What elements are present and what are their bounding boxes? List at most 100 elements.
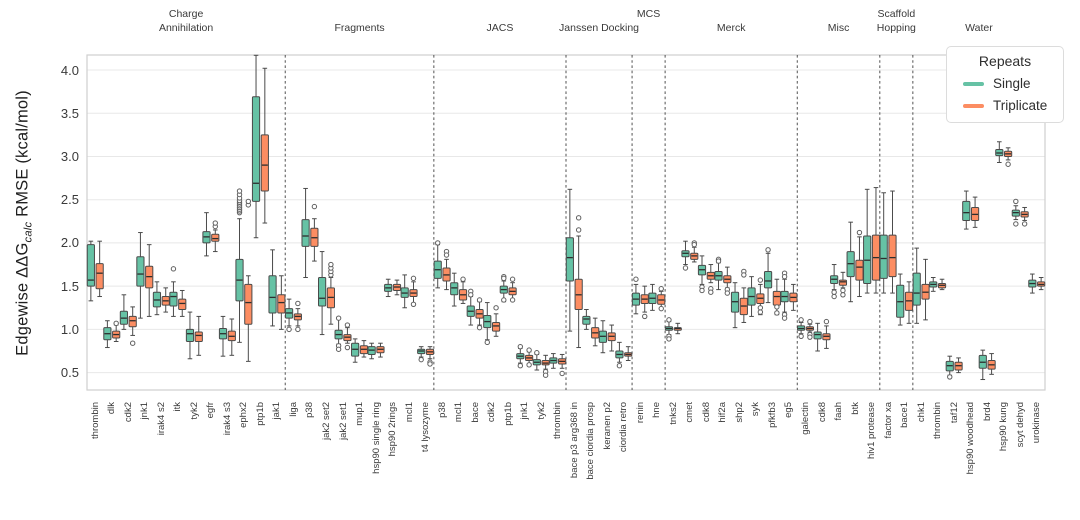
x-tick-label-text: chk1 xyxy=(915,402,927,423)
x-tick-label-text: dlk xyxy=(106,402,118,415)
y-tick-label: 1.5 xyxy=(60,278,79,294)
x-tick-label-text: eg5 xyxy=(783,402,795,418)
outlier-point xyxy=(542,372,549,378)
outlier-point xyxy=(807,318,813,325)
outlier-point xyxy=(410,275,417,282)
x-tick-label-text: ptp1b xyxy=(502,402,514,426)
x-tick-label-text: irak4 s3 xyxy=(221,402,233,436)
outlier-point xyxy=(517,343,524,350)
group-header-janssen-docking: Janssen Docking xyxy=(559,22,640,34)
outlier-point xyxy=(575,227,582,233)
outlier-point xyxy=(509,297,516,303)
outlier-point xyxy=(666,336,672,342)
legend-label-single: Single xyxy=(993,76,1031,91)
x-tick-label-text: hif2a xyxy=(717,402,729,423)
x-tick-label-text: thrombin xyxy=(932,402,944,439)
x-tick-label-text: galectin xyxy=(800,402,811,435)
outlier-point xyxy=(708,289,714,295)
group-header-scaffold-hopping: Scaffold xyxy=(877,8,916,20)
outlier-point xyxy=(658,286,664,292)
x-tick-label-text: liga xyxy=(287,402,299,417)
box-triplicate xyxy=(888,234,897,278)
outlier-point xyxy=(781,273,788,280)
box-single xyxy=(251,96,261,202)
x-tick-label-text: renin xyxy=(634,402,646,424)
x-tick-label-text: tyk2 xyxy=(535,402,547,420)
outlier-point xyxy=(658,305,664,312)
outlier-point xyxy=(774,304,780,310)
box-single xyxy=(169,291,178,307)
group-header-charge-annihilation: Annihilation xyxy=(158,22,214,34)
box-triplicate xyxy=(178,298,187,310)
y-tick-label: 2.5 xyxy=(60,192,79,208)
triplicate-color-swatch xyxy=(963,103,984,108)
x-tick-label-text: urokinase xyxy=(1031,402,1043,444)
outlier-point xyxy=(798,333,804,339)
outlier-point xyxy=(798,317,804,323)
x-tick-label-text: mcl1 xyxy=(453,402,465,423)
legend-title: Repeats xyxy=(978,53,1032,69)
x-tick-label-text: hsp90 woodhead xyxy=(965,402,977,475)
outlier-point xyxy=(328,261,334,268)
x-tick-label-text: pfkfb3 xyxy=(766,402,778,428)
x-tick-label-text: hsp90 kung xyxy=(998,402,1010,452)
group-header-merck: Merck xyxy=(716,22,746,34)
box-triplicate xyxy=(260,134,269,192)
x-tick-label-text: hsp90 single ring xyxy=(370,402,382,474)
x-tick-label-text: jak2 set2 xyxy=(321,402,332,441)
box-triplicate xyxy=(838,279,848,286)
x-tick-label-text: jnk1 xyxy=(139,402,151,420)
outlier-point xyxy=(517,362,524,369)
outlier-point xyxy=(493,305,499,311)
box-single xyxy=(318,277,327,307)
x-tick-label-text: brd4 xyxy=(981,402,993,422)
group-header-charge-annihilation: Charge xyxy=(168,8,204,20)
x-tick-label-text: keranen p2 xyxy=(601,402,613,450)
outlier-point xyxy=(344,344,351,351)
box-single xyxy=(450,282,459,296)
outlier-point xyxy=(344,322,351,328)
outlier-point xyxy=(831,289,837,295)
outlier-point xyxy=(501,297,507,303)
outlier-point xyxy=(418,356,424,363)
x-tick-label-text: factor xa xyxy=(882,402,894,439)
group-header-misc: Misc xyxy=(827,22,850,34)
outlier-point xyxy=(856,229,863,236)
x-tick-label-text: jak1 xyxy=(271,402,283,420)
x-tick-label-text: bace xyxy=(469,402,481,423)
outlier-point xyxy=(236,188,243,194)
x-tick-label-text: faah xyxy=(833,402,845,421)
box-single xyxy=(763,270,773,289)
outlier-point xyxy=(212,220,218,226)
x-tick-label-text: ephx2 xyxy=(238,402,250,428)
outlier-point xyxy=(476,324,483,331)
outlier-point xyxy=(501,275,507,282)
box-triplicate xyxy=(244,283,253,325)
outlier-point xyxy=(113,320,119,327)
outlier-point xyxy=(774,310,780,316)
group-header-jacs: JACS xyxy=(486,22,514,34)
outlier-point xyxy=(682,265,689,271)
outlier-point xyxy=(468,292,474,298)
x-tick-label-text: egfr xyxy=(205,402,217,419)
box-triplicate xyxy=(95,263,104,290)
outlier-point xyxy=(633,276,639,282)
outlier-point xyxy=(295,326,301,333)
x-tick-label-text: ptp1b xyxy=(254,402,266,426)
outlier-point xyxy=(616,362,623,369)
x-tick-label-text: hsp90 2rings xyxy=(387,402,399,457)
box-single xyxy=(268,275,277,314)
x-tick-label-text: itk xyxy=(172,402,184,412)
outlier-point xyxy=(765,247,771,253)
x-tick-label-text: bace ciordia prosp xyxy=(585,402,597,480)
outlier-point xyxy=(427,361,433,367)
group-header-fragments: Fragments xyxy=(334,22,385,34)
outlier-point xyxy=(335,315,342,321)
box-triplicate xyxy=(772,290,781,306)
box-triplicate xyxy=(211,233,220,242)
x-tick-label-text: ciordia retro xyxy=(618,402,630,453)
outlier-point xyxy=(642,313,648,320)
outlier-point xyxy=(443,252,450,258)
x-tick-label-text: jnk1 xyxy=(519,402,531,420)
